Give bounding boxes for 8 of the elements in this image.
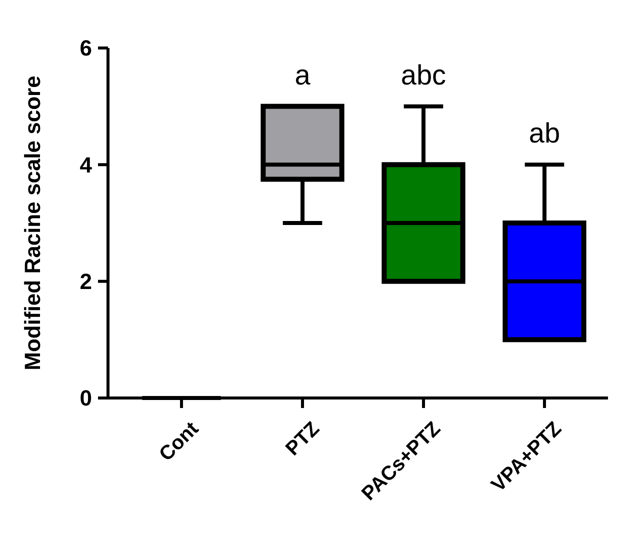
y-tick-label: 4 <box>80 152 93 178</box>
y-tick-label: 6 <box>80 36 92 61</box>
annotation: abc <box>400 59 446 90</box>
annotation: a <box>294 59 311 90</box>
y-tick-label: 0 <box>80 386 92 411</box>
y-tick-label: 2 <box>80 269 92 294</box>
annotation: ab <box>528 118 560 149</box>
y-axis-title: Modified Racine scale score <box>20 76 45 370</box>
